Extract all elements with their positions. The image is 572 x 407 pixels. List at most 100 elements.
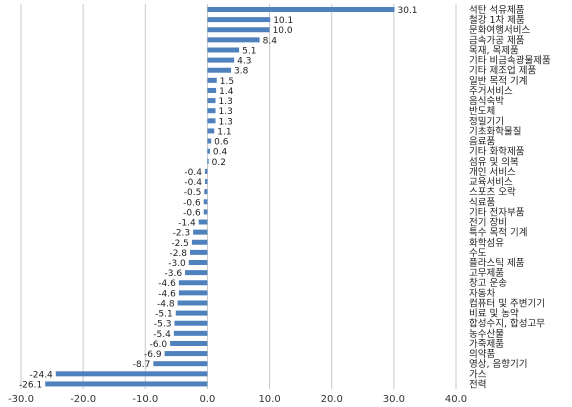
category-label: 전기 장비 bbox=[469, 218, 507, 229]
bar bbox=[207, 148, 210, 154]
bar bbox=[207, 138, 212, 144]
bar-value-label: 5.1 bbox=[242, 46, 256, 56]
bar bbox=[207, 37, 260, 43]
category-label: 개인 서비스 bbox=[469, 167, 516, 178]
bar bbox=[204, 189, 208, 195]
bar-value-label: -5.1 bbox=[155, 310, 173, 320]
category-label: 화학섬유 bbox=[469, 238, 504, 249]
bar bbox=[204, 168, 208, 174]
x-tick-label: -10.0 bbox=[132, 394, 158, 405]
category-label: 기타 전자부품 bbox=[469, 207, 525, 218]
bar-value-label: -2.3 bbox=[173, 229, 191, 239]
bar bbox=[164, 351, 208, 357]
bar bbox=[207, 108, 216, 114]
bar bbox=[178, 280, 208, 286]
category-label: 수도 bbox=[469, 248, 487, 259]
bar bbox=[198, 219, 208, 225]
category-label: 석탄 석유제품 bbox=[469, 5, 525, 16]
bar bbox=[207, 57, 235, 63]
bar bbox=[173, 330, 208, 336]
category-label: 전력 bbox=[469, 378, 486, 390]
bar bbox=[178, 290, 208, 296]
bars bbox=[45, 7, 395, 387]
bar-value-label: 0.6 bbox=[214, 138, 229, 148]
bar bbox=[207, 118, 216, 124]
bar-value-label: 8.4 bbox=[263, 36, 278, 46]
bar-value-label: -3.0 bbox=[168, 259, 186, 269]
bar-value-label: 3.8 bbox=[234, 67, 249, 77]
bar bbox=[207, 158, 209, 164]
category-label: 금속가공 제품 bbox=[469, 35, 525, 46]
bar-value-label: -1.4 bbox=[178, 219, 196, 229]
bar bbox=[207, 17, 271, 23]
bar-value-label: -5.4 bbox=[153, 330, 171, 340]
bar-value-label: -2.8 bbox=[169, 249, 187, 259]
bar-value-label: -6.9 bbox=[144, 350, 162, 360]
bar bbox=[177, 300, 208, 306]
bar-value-label: -4.8 bbox=[157, 299, 175, 309]
category-label: 가죽제품 bbox=[469, 339, 504, 350]
category-label: 농수산물 bbox=[469, 329, 504, 340]
bar-value-label: -24.4 bbox=[30, 370, 54, 380]
category-label: 문화여행서비스 bbox=[469, 24, 530, 36]
x-tick-label: 0.0 bbox=[199, 394, 215, 405]
bar-value-label: -0.4 bbox=[184, 168, 202, 178]
bar bbox=[207, 27, 270, 33]
category-label: 합성수지, 합성고무 bbox=[469, 319, 545, 330]
bar bbox=[203, 209, 208, 215]
bar-value-label: -0.6 bbox=[183, 208, 201, 218]
bar-value-label: -4.6 bbox=[158, 289, 176, 299]
bar-value-label: 1.3 bbox=[219, 117, 233, 127]
bar bbox=[207, 77, 217, 83]
category-label: 기타 제조업 제품 bbox=[469, 65, 536, 77]
bar bbox=[185, 270, 208, 276]
x-tick-label: 10.0 bbox=[258, 394, 280, 405]
bar-value-label: 1.4 bbox=[219, 87, 234, 97]
category-label: 섬유 및 의복 bbox=[469, 156, 519, 168]
bar bbox=[207, 87, 217, 93]
bar bbox=[175, 310, 208, 316]
category-label: 창고 운송 bbox=[469, 278, 507, 289]
x-tick-label: -20.0 bbox=[70, 394, 96, 405]
category-label: 기타 비금속광물제품 bbox=[469, 55, 551, 67]
bar bbox=[207, 98, 216, 104]
category-label: 일반 목적 기계 bbox=[469, 75, 527, 87]
x-tick-label: 20.0 bbox=[321, 394, 343, 405]
bar-value-label: -8.7 bbox=[133, 360, 151, 370]
bar-value-label: -26.1 bbox=[19, 380, 42, 390]
category-label: 식료품 bbox=[469, 197, 495, 208]
category-label: 반도체 bbox=[469, 106, 495, 117]
x-tick-label: -30.0 bbox=[8, 394, 34, 405]
bar bbox=[207, 67, 232, 73]
bar bbox=[188, 260, 208, 265]
bar-value-label: -5.3 bbox=[154, 320, 172, 330]
category-label: 컴퓨터 및 주변기기 bbox=[469, 297, 545, 309]
category-label: 특수 목적 기계 bbox=[469, 227, 527, 239]
category-label: 기타 화학제품 bbox=[469, 147, 525, 158]
category-label: 기초화학물질 bbox=[469, 125, 521, 137]
category-label: 철강 1차 제품 bbox=[469, 14, 525, 26]
category-label: 영상, 음향기기 bbox=[469, 358, 527, 370]
category-label: 가스 bbox=[469, 369, 487, 380]
bar-value-label: 1.1 bbox=[217, 127, 231, 137]
bar bbox=[193, 229, 208, 235]
bar bbox=[207, 7, 395, 12]
bar-value-label: 1.3 bbox=[219, 107, 233, 117]
bar bbox=[174, 320, 208, 326]
bar bbox=[170, 340, 208, 346]
bar-value-label: 10.1 bbox=[273, 16, 293, 26]
value-labels: 30.110.110.08.45.14.33.81.51.41.31.31.31… bbox=[19, 6, 418, 390]
x-tick-label: 40.0 bbox=[445, 394, 467, 405]
bar-value-label: -0.5 bbox=[184, 188, 202, 198]
bar-value-label: -3.6 bbox=[164, 269, 182, 279]
category-label: 플라스틱 제품 bbox=[469, 257, 525, 269]
category-label: 교육서비스 bbox=[469, 177, 513, 188]
bar-value-label: -6.0 bbox=[150, 340, 168, 350]
bar-value-label: 4.3 bbox=[237, 57, 251, 67]
bar-value-label: 0.2 bbox=[212, 158, 226, 168]
category-label: 목재, 목제품 bbox=[469, 45, 519, 56]
bar bbox=[204, 179, 208, 185]
x-axis-tick-labels: -30.0 -20.0 -10.0 0.0 10.0 20.0 30.0 40.0 bbox=[8, 394, 467, 405]
bar-value-label: 30.1 bbox=[397, 6, 417, 16]
